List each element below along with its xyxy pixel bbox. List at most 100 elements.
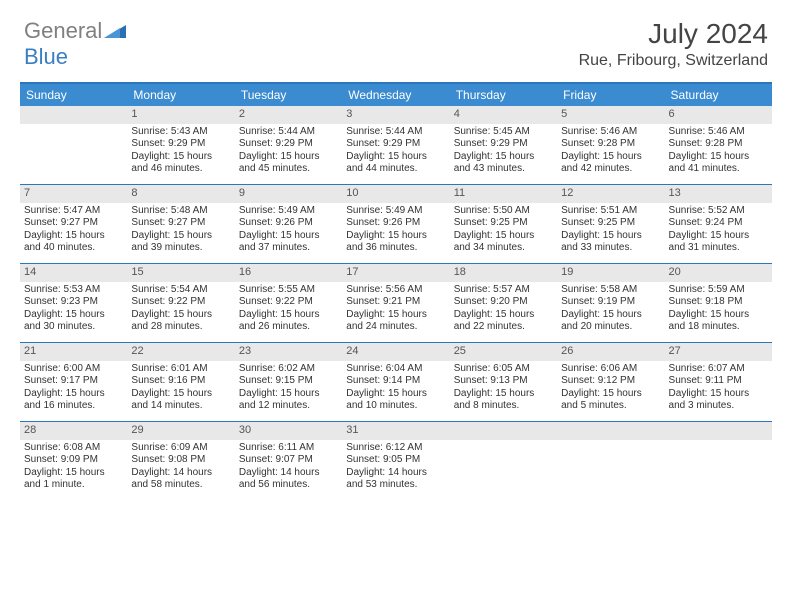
day-info: Sunrise: 6:08 AMSunset: 9:09 PMDaylight:… — [20, 440, 127, 496]
day-info: Sunrise: 6:05 AMSunset: 9:13 PMDaylight:… — [450, 361, 557, 417]
day-number — [557, 422, 664, 440]
daylight-text: Daylight: 15 hours and 16 minutes. — [24, 388, 123, 413]
day-cell: 5Sunrise: 5:46 AMSunset: 9:28 PMDaylight… — [557, 106, 664, 184]
daylight-text: Daylight: 15 hours and 30 minutes. — [24, 309, 123, 334]
day-cell: 22Sunrise: 6:01 AMSunset: 9:16 PMDayligh… — [127, 343, 234, 421]
day-number: 4 — [450, 106, 557, 124]
daylight-text: Daylight: 15 hours and 33 minutes. — [561, 230, 660, 255]
day-number: 17 — [342, 264, 449, 282]
day-info: Sunrise: 5:46 AMSunset: 9:28 PMDaylight:… — [665, 124, 772, 180]
day-number: 5 — [557, 106, 664, 124]
sunset-text: Sunset: 9:25 PM — [561, 217, 660, 230]
sunset-text: Sunset: 9:27 PM — [24, 217, 123, 230]
day-number — [20, 106, 127, 124]
day-number: 24 — [342, 343, 449, 361]
sunrise-text: Sunrise: 6:02 AM — [239, 363, 338, 376]
sunset-text: Sunset: 9:27 PM — [131, 217, 230, 230]
title-block: July 2024 Rue, Fribourg, Switzerland — [579, 18, 768, 70]
daylight-text: Daylight: 15 hours and 3 minutes. — [669, 388, 768, 413]
sunrise-text: Sunrise: 5:49 AM — [346, 205, 445, 218]
logo-text-1: General — [24, 18, 102, 44]
day-cell: 9Sunrise: 5:49 AMSunset: 9:26 PMDaylight… — [235, 185, 342, 263]
day-number: 18 — [450, 264, 557, 282]
logo: General — [24, 18, 126, 44]
day-info: Sunrise: 6:11 AMSunset: 9:07 PMDaylight:… — [235, 440, 342, 496]
day-info: Sunrise: 6:00 AMSunset: 9:17 PMDaylight:… — [20, 361, 127, 417]
daylight-text: Daylight: 15 hours and 43 minutes. — [454, 151, 553, 176]
day-number: 13 — [665, 185, 772, 203]
daylight-text: Daylight: 15 hours and 24 minutes. — [346, 309, 445, 334]
day-number: 16 — [235, 264, 342, 282]
day-info: Sunrise: 6:04 AMSunset: 9:14 PMDaylight:… — [342, 361, 449, 417]
daylight-text: Daylight: 15 hours and 28 minutes. — [131, 309, 230, 334]
daylight-text: Daylight: 15 hours and 12 minutes. — [239, 388, 338, 413]
day-info: Sunrise: 6:09 AMSunset: 9:08 PMDaylight:… — [127, 440, 234, 496]
sunset-text: Sunset: 9:26 PM — [239, 217, 338, 230]
sunrise-text: Sunrise: 5:51 AM — [561, 205, 660, 218]
day-cell: 23Sunrise: 6:02 AMSunset: 9:15 PMDayligh… — [235, 343, 342, 421]
sunset-text: Sunset: 9:05 PM — [346, 454, 445, 467]
day-number: 30 — [235, 422, 342, 440]
daylight-text: Daylight: 15 hours and 1 minute. — [24, 467, 123, 492]
sunrise-text: Sunrise: 5:46 AM — [669, 126, 768, 139]
day-info: Sunrise: 5:56 AMSunset: 9:21 PMDaylight:… — [342, 282, 449, 338]
day-number: 12 — [557, 185, 664, 203]
sunset-text: Sunset: 9:08 PM — [131, 454, 230, 467]
sunrise-text: Sunrise: 6:04 AM — [346, 363, 445, 376]
sunrise-text: Sunrise: 5:54 AM — [131, 284, 230, 297]
day-cell — [557, 422, 664, 500]
sunset-text: Sunset: 9:17 PM — [24, 375, 123, 388]
day-number: 27 — [665, 343, 772, 361]
sunset-text: Sunset: 9:28 PM — [669, 138, 768, 151]
weeks-container: 1Sunrise: 5:43 AMSunset: 9:29 PMDaylight… — [20, 106, 772, 500]
daylight-text: Daylight: 15 hours and 22 minutes. — [454, 309, 553, 334]
day-number: 19 — [557, 264, 664, 282]
logo-icon — [104, 18, 126, 44]
day-cell: 30Sunrise: 6:11 AMSunset: 9:07 PMDayligh… — [235, 422, 342, 500]
sunrise-text: Sunrise: 5:52 AM — [669, 205, 768, 218]
sunset-text: Sunset: 9:22 PM — [239, 296, 338, 309]
week-row: 14Sunrise: 5:53 AMSunset: 9:23 PMDayligh… — [20, 264, 772, 343]
sunrise-text: Sunrise: 5:53 AM — [24, 284, 123, 297]
sunrise-text: Sunrise: 5:57 AM — [454, 284, 553, 297]
day-cell: 4Sunrise: 5:45 AMSunset: 9:29 PMDaylight… — [450, 106, 557, 184]
logo-text-2: Blue — [24, 44, 68, 70]
day-number: 9 — [235, 185, 342, 203]
day-header-cell: Wednesday — [342, 84, 449, 106]
sunrise-text: Sunrise: 5:44 AM — [346, 126, 445, 139]
daylight-text: Daylight: 15 hours and 10 minutes. — [346, 388, 445, 413]
day-number: 23 — [235, 343, 342, 361]
daylight-text: Daylight: 15 hours and 41 minutes. — [669, 151, 768, 176]
daylight-text: Daylight: 14 hours and 58 minutes. — [131, 467, 230, 492]
sunrise-text: Sunrise: 5:49 AM — [239, 205, 338, 218]
day-header-cell: Sunday — [20, 84, 127, 106]
day-cell: 7Sunrise: 5:47 AMSunset: 9:27 PMDaylight… — [20, 185, 127, 263]
sunrise-text: Sunrise: 6:11 AM — [239, 442, 338, 455]
sunset-text: Sunset: 9:29 PM — [454, 138, 553, 151]
day-cell: 11Sunrise: 5:50 AMSunset: 9:25 PMDayligh… — [450, 185, 557, 263]
day-cell: 24Sunrise: 6:04 AMSunset: 9:14 PMDayligh… — [342, 343, 449, 421]
day-number: 2 — [235, 106, 342, 124]
sunrise-text: Sunrise: 6:12 AM — [346, 442, 445, 455]
sunset-text: Sunset: 9:29 PM — [131, 138, 230, 151]
sunrise-text: Sunrise: 5:47 AM — [24, 205, 123, 218]
day-info: Sunrise: 5:57 AMSunset: 9:20 PMDaylight:… — [450, 282, 557, 338]
sunrise-text: Sunrise: 5:55 AM — [239, 284, 338, 297]
day-cell: 14Sunrise: 5:53 AMSunset: 9:23 PMDayligh… — [20, 264, 127, 342]
day-cell: 1Sunrise: 5:43 AMSunset: 9:29 PMDaylight… — [127, 106, 234, 184]
day-number: 22 — [127, 343, 234, 361]
day-number: 6 — [665, 106, 772, 124]
sunset-text: Sunset: 9:13 PM — [454, 375, 553, 388]
sunset-text: Sunset: 9:19 PM — [561, 296, 660, 309]
day-number — [665, 422, 772, 440]
day-info: Sunrise: 5:49 AMSunset: 9:26 PMDaylight:… — [342, 203, 449, 259]
daylight-text: Daylight: 15 hours and 39 minutes. — [131, 230, 230, 255]
day-info: Sunrise: 5:50 AMSunset: 9:25 PMDaylight:… — [450, 203, 557, 259]
day-number: 28 — [20, 422, 127, 440]
sunrise-text: Sunrise: 5:46 AM — [561, 126, 660, 139]
day-info: Sunrise: 5:44 AMSunset: 9:29 PMDaylight:… — [235, 124, 342, 180]
sunset-text: Sunset: 9:23 PM — [24, 296, 123, 309]
day-info: Sunrise: 5:58 AMSunset: 9:19 PMDaylight:… — [557, 282, 664, 338]
day-info: Sunrise: 5:47 AMSunset: 9:27 PMDaylight:… — [20, 203, 127, 259]
day-info: Sunrise: 6:12 AMSunset: 9:05 PMDaylight:… — [342, 440, 449, 496]
